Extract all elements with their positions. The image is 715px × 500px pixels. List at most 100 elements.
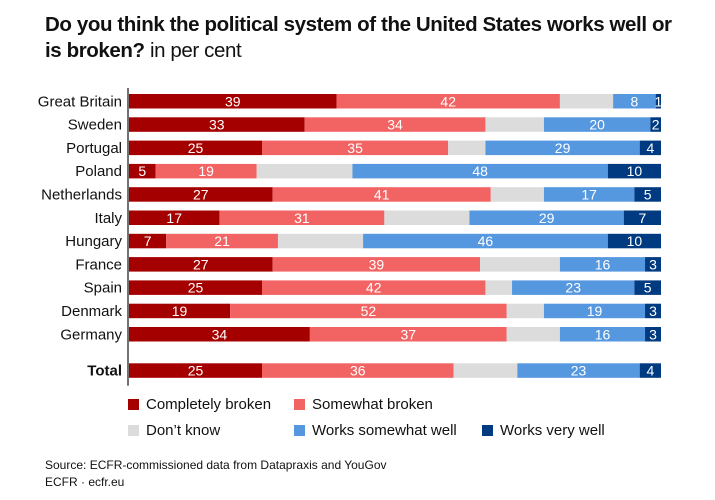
bar-row-netherlands: Netherlands 27 41 17 5 [41,186,661,203]
legend-item-works-somewhat-well: Works somewhat well [294,422,457,439]
data-label-italy-completely-broken: 17 [166,210,182,226]
data-label-france-works-very-well: 3 [649,256,657,272]
bar-segment-denmark-dont-know [506,303,544,319]
bar-segment-total-works-somewhat-well [517,363,640,378]
category-label-sweden: Sweden [68,117,122,134]
chart-title: Do you think the political system of the… [45,12,685,64]
category-label-hungary: Hungary [65,233,122,250]
category-label-italy: Italy [94,210,122,227]
legend-item-works-very-well: Works very well [482,422,605,439]
bar-segment-spain-dont-know [485,280,513,295]
bar-segment-poland-works-very-well [607,163,661,179]
data-label-poland-completely-broken: 5 [138,163,146,179]
bar-segment-germany-dont-know [506,327,560,342]
data-label-total-works-somewhat-well: 23 [571,363,587,379]
category-label-total: Total [87,363,122,380]
bar-row-denmark: Denmark 19 52 19 3 [61,303,661,320]
data-label-spain-works-very-well: 5 [644,280,652,296]
data-label-france-somewhat-broken: 39 [369,256,385,272]
data-label-great-britain-somewhat-broken: 42 [440,93,456,109]
bar-row-sweden: Sweden 33 34 20 2 [68,117,661,134]
legend-label: Works very well [500,422,605,439]
bar-segment-denmark-works-somewhat-well [543,303,646,319]
chart-title-unit: in per cent [149,39,242,62]
category-label-denmark: Denmark [61,303,122,320]
bar-segment-hungary-somewhat-broken [166,233,278,249]
bar-segment-spain-somewhat-broken [262,280,486,295]
bar-segment-denmark-somewhat-broken [230,303,507,319]
data-label-hungary-somewhat-broken: 21 [214,233,230,249]
bar-segment-portugal-completely-broken [129,140,262,156]
bar-segment-netherlands-completely-broken [129,187,273,202]
bar-segment-sweden-somewhat-broken [304,117,486,132]
legend-label: Somewhat broken [312,396,433,413]
bar-segment-poland-completely-broken [129,163,156,179]
legend-swatch-works-somewhat-well [294,425,305,436]
source-line: Source: ECFR-commissioned data from Data… [45,458,387,472]
bar-segment-france-works-somewhat-well [559,257,646,272]
bar-segment-poland-somewhat-broken [155,163,257,179]
category-label-france: France [75,256,122,273]
bar-row-france: France 27 39 16 3 [75,256,661,273]
data-label-total-completely-broken: 25 [188,363,204,379]
bar-segment-hungary-works-very-well [607,233,661,249]
bar-segment-total-dont-know [453,363,518,378]
data-label-spain-works-somewhat-well: 23 [565,280,581,296]
bar-segment-total-works-very-well [639,363,661,378]
data-label-hungary-works-somewhat-well: 46 [478,233,494,249]
bar-segment-spain-works-very-well [634,280,661,295]
data-label-denmark-works-somewhat-well: 19 [587,303,603,319]
bar-row-total: Total 25 36 23 4 [87,363,661,380]
bar-segment-italy-somewhat-broken [219,210,385,225]
data-label-germany-works-very-well: 3 [649,326,657,342]
legend-label: Don’t know [146,422,221,439]
bar-segment-sweden-works-somewhat-well [543,117,651,132]
bar-segment-denmark-completely-broken [129,303,231,319]
bar-row-great-britain: Great Britain 39 42 8 1 [38,93,663,110]
source-note: Source: ECFR-commissioned data from Data… [45,457,387,491]
bar-segment-france-completely-broken [129,257,273,272]
data-label-hungary-completely-broken: 7 [144,233,152,249]
bar-row-portugal: Portugal 25 35 29 4 [66,140,661,157]
data-label-sweden-works-somewhat-well: 20 [589,117,605,133]
data-label-total-works-very-well: 4 [646,363,654,379]
bar-segment-great-britain-works-somewhat-well [613,94,656,109]
category-label-portugal: Portugal [66,140,122,157]
data-label-netherlands-works-somewhat-well: 17 [581,186,597,202]
data-label-denmark-completely-broken: 19 [172,303,188,319]
category-label-great-britain: Great Britain [38,93,122,110]
bar-segment-great-britain-completely-broken [129,94,337,109]
data-label-poland-works-somewhat-well: 48 [472,163,488,179]
legend-item-completely-broken: Completely broken [128,396,271,413]
data-label-denmark-somewhat-broken: 52 [361,303,377,319]
data-label-sweden-completely-broken: 33 [209,117,225,133]
bar-segment-italy-works-somewhat-well [469,210,624,225]
data-label-spain-somewhat-broken: 42 [366,280,382,296]
category-label-netherlands: Netherlands [41,186,122,203]
bar-segment-italy-completely-broken [129,210,220,225]
bar-segment-netherlands-works-very-well [634,187,661,202]
data-label-great-britain-works-very-well: 1 [654,93,662,109]
bar-segment-total-somewhat-broken [262,363,454,378]
data-label-sweden-somewhat-broken: 34 [387,117,403,133]
legend-label: Completely broken [146,396,272,413]
data-label-portugal-completely-broken: 25 [188,140,204,156]
bar-segment-germany-works-very-well [645,327,661,342]
data-label-germany-somewhat-broken: 37 [401,326,417,342]
data-label-poland-somewhat-broken: 19 [198,163,214,179]
bar-segment-denmark-works-very-well [645,303,661,319]
bar-segment-spain-works-somewhat-well [512,280,635,295]
bar-segment-sweden-dont-know [485,117,544,132]
legend-item-dont-know: Don’t know [128,422,220,439]
legend-swatch-dont-know [128,425,139,436]
bar-segment-portugal-dont-know [448,140,486,156]
bar-segment-netherlands-somewhat-broken [272,187,491,202]
bar-segment-sweden-works-very-well [650,117,661,132]
bar-segment-great-britain-works-very-well [655,94,661,109]
bar-segment-hungary-dont-know [277,233,364,249]
bar-segment-poland-works-somewhat-well [352,163,608,179]
legend-swatch-works-very-well [482,425,493,436]
publisher-line: ECFR · ecfr.eu [45,475,125,489]
data-label-portugal-works-somewhat-well: 29 [555,140,571,156]
